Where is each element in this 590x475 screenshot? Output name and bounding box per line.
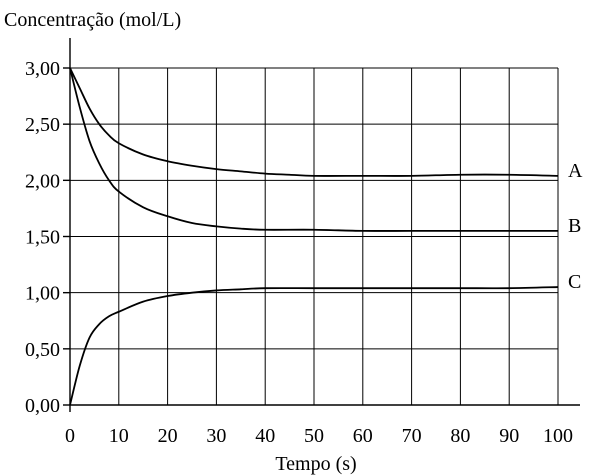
y-tick-label: 0,00 (25, 395, 60, 417)
y-tick-label: 0,50 (25, 339, 60, 361)
x-tick-label: 30 (206, 425, 226, 447)
tick-labels: 0 10 20 30 40 50 60 70 80 90 100 0,00 0,50 1,00 1,50 2,… (25, 58, 573, 447)
series (69, 67, 559, 406)
axes (63, 38, 580, 412)
series-label-a: A (568, 160, 583, 182)
x-tick-label: 0 (65, 425, 75, 447)
y-tick-label: 1,00 (25, 283, 60, 305)
x-tick-label: 20 (158, 425, 178, 447)
x-tick-label: 50 (304, 425, 324, 447)
x-tick-label: 60 (353, 425, 373, 447)
series-labels: A B C (568, 160, 583, 293)
series-line-c (69, 286, 559, 406)
y-tick-label: 2,50 (25, 114, 60, 136)
y-tick-label: 2,00 (25, 170, 60, 192)
grid (70, 67, 559, 405)
y-tick-label: 3,00 (25, 58, 60, 80)
x-axis-title: Tempo (s) (275, 453, 356, 475)
x-tick-label: 70 (402, 425, 422, 447)
x-tick-label: 40 (255, 425, 275, 447)
x-tick-label: 10 (109, 425, 129, 447)
y-axis-title: Concentração (mol/L) (4, 9, 181, 31)
y-tick-label: 1,50 (25, 227, 60, 249)
x-tick-label: 80 (450, 425, 470, 447)
x-tick-label: 100 (543, 425, 573, 447)
series-label-b: B (568, 215, 581, 237)
x-tick-label: 90 (499, 425, 519, 447)
series-label-c: C (568, 271, 581, 293)
series-line-b (69, 67, 558, 232)
series-line-a (69, 67, 559, 177)
